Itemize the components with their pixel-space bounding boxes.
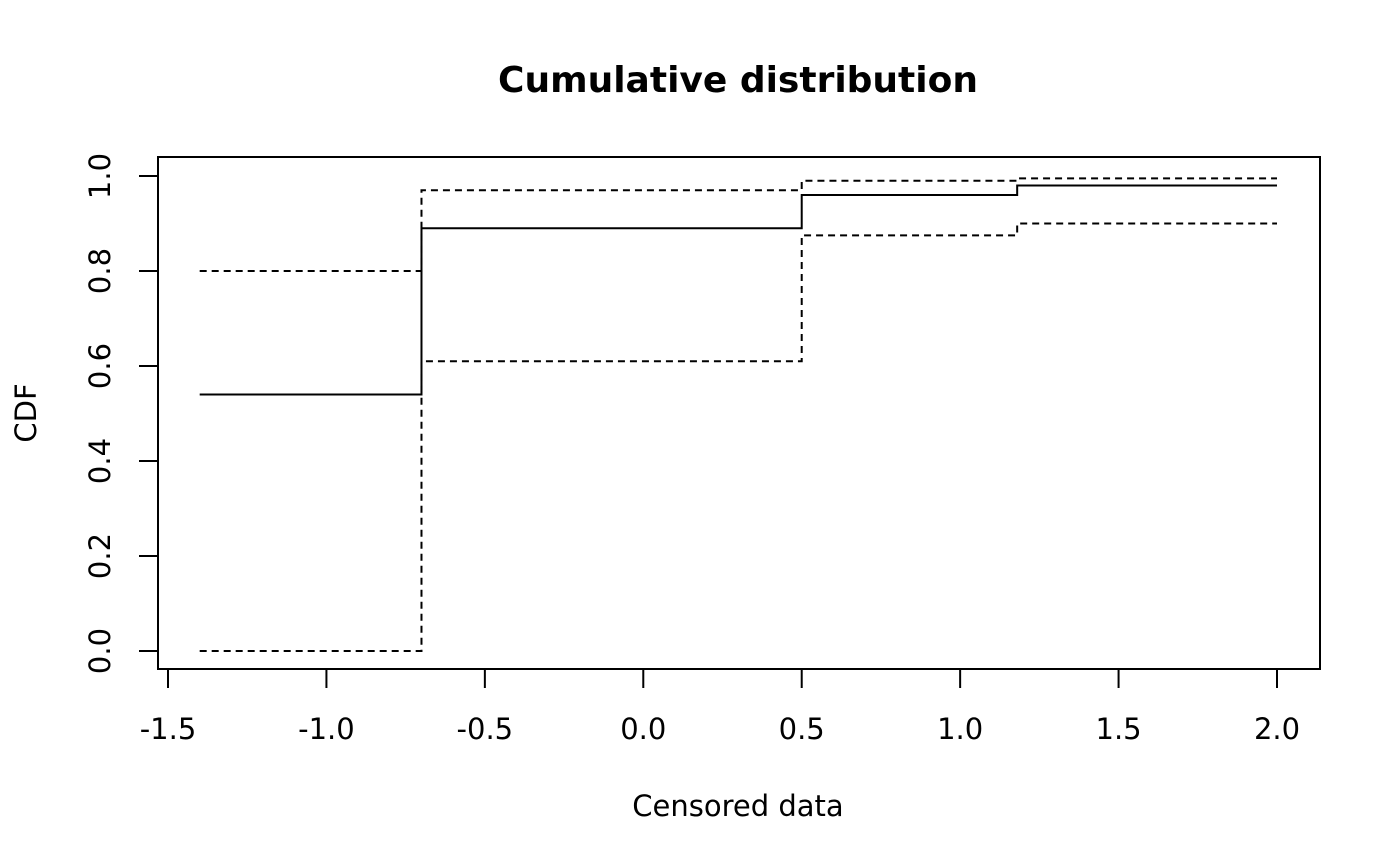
x-tick-label: 2.0 — [1254, 712, 1300, 746]
y-tick-label: 0.2 — [83, 533, 117, 579]
lower-bound-step-line — [199, 222, 1277, 652]
y-tick-label: 0.4 — [83, 438, 117, 484]
x-tick-label: -0.5 — [457, 712, 514, 746]
chart-title: Cumulative distribution — [498, 60, 978, 101]
y-tick-label: 0.8 — [83, 248, 117, 294]
cdf-step-line — [199, 184, 1277, 396]
x-axis: -1.5 -1.0 -0.5 0.0 0.5 1.0 1.5 2.0 — [140, 668, 1300, 746]
x-tick-label: -1.5 — [140, 712, 197, 746]
x-tick-label: 1.0 — [937, 712, 983, 746]
series-layer — [199, 177, 1277, 652]
upper-bound-step-line — [199, 177, 1277, 272]
x-tick-label: 0.5 — [779, 712, 825, 746]
y-axis: 0.0 0.2 0.4 0.6 0.8 1.0 — [83, 153, 159, 674]
x-axis-label: Censored data — [632, 789, 843, 823]
y-tick-label: 0.0 — [83, 628, 117, 674]
x-tick-label: 1.5 — [1096, 712, 1142, 746]
y-tick-label: 0.6 — [83, 343, 117, 389]
x-tick-label: 0.0 — [620, 712, 666, 746]
plot-frame — [157, 156, 1321, 670]
x-tick-label: -1.0 — [298, 712, 355, 746]
y-axis-label: CDF — [9, 383, 43, 442]
y-tick-label: 1.0 — [83, 153, 117, 199]
